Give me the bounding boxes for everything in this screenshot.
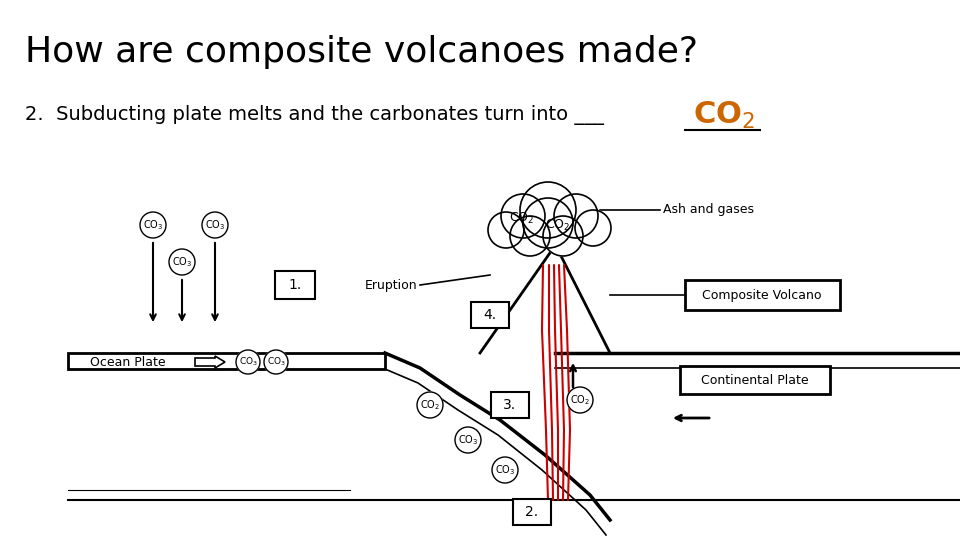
Circle shape [543,216,583,256]
Bar [680,366,830,394]
Circle shape [202,212,228,238]
Circle shape [523,198,573,248]
Text: Continental Plate: Continental Plate [701,374,809,387]
Circle shape [520,182,576,238]
Circle shape [501,194,545,238]
Text: CO$_3$: CO$_3$ [494,463,516,477]
Circle shape [567,387,593,413]
Circle shape [140,212,166,238]
Text: CO$_3$: CO$_3$ [238,356,257,368]
Text: CO$_3$: CO$_3$ [267,356,285,368]
Bar [471,302,509,328]
Text: Composite Volcano: Composite Volcano [703,288,822,301]
Circle shape [492,457,518,483]
Text: 3.: 3. [503,398,516,412]
Bar [68,353,385,369]
Text: Ocean Plate: Ocean Plate [90,355,166,368]
Text: 2.: 2. [525,505,539,519]
Circle shape [236,350,260,374]
Circle shape [510,216,550,256]
Circle shape [417,392,443,418]
Text: CO$_3$: CO$_3$ [143,218,163,232]
Text: CO$_3$: CO$_3$ [172,255,192,269]
Text: Ash and gases: Ash and gases [663,204,754,217]
Bar [513,499,551,525]
Text: CO$_2$: CO$_2$ [570,393,590,407]
Text: CO$_3$: CO$_3$ [204,218,226,232]
Text: CO$_2$: CO$_2$ [545,218,570,233]
Circle shape [169,249,195,275]
Bar [275,271,315,299]
Circle shape [575,210,611,246]
Text: 4.: 4. [484,308,496,322]
Bar [684,280,839,310]
Bar [491,392,529,418]
Text: CO$_2$: CO$_2$ [510,211,535,226]
Text: 2.  Subducting plate melts and the carbonates turn into ___: 2. Subducting plate melts and the carbon… [25,105,604,125]
FancyArrow shape [195,356,225,368]
Text: CO$_2$: CO$_2$ [693,100,756,131]
Text: Eruption: Eruption [365,280,418,293]
Circle shape [264,350,288,374]
Circle shape [455,427,481,453]
Text: CO$_2$: CO$_2$ [420,398,440,412]
Text: 1.: 1. [288,278,301,292]
Circle shape [554,194,598,238]
Text: How are composite volcanoes made?: How are composite volcanoes made? [25,35,698,69]
Text: CO$_3$: CO$_3$ [458,433,478,447]
Circle shape [488,212,524,248]
